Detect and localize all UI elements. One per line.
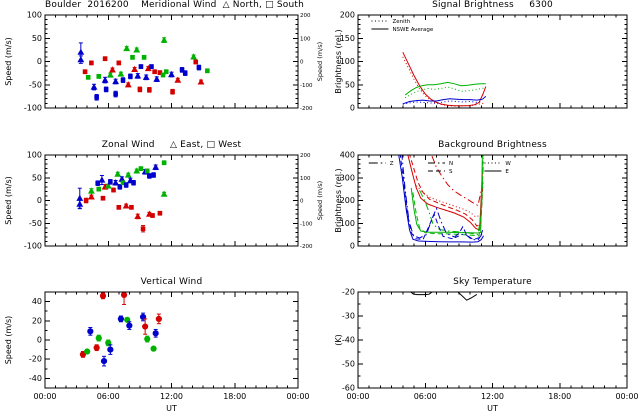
svg-text:Speed (m/s): Speed (m/s) [4,316,13,365]
svg-text:200: 200 [340,11,355,20]
svg-text:100: 100 [340,219,355,228]
svg-text:S: S [449,169,453,175]
svg-text:Speed (m/s): Speed (m/s) [4,37,13,86]
svg-text:00:00: 00:00 [615,392,638,401]
svg-text:00:00: 00:00 [33,392,56,401]
svg-text:Speed (m/s): Speed (m/s) [4,176,13,225]
svg-text:0: 0 [350,242,355,251]
panel-title-signal-brightness: Signal Brightness 6300 [432,0,553,10]
svg-text:0: 0 [300,199,304,205]
svg-text:(K): (K) [334,334,343,346]
svg-text:-100: -100 [300,83,313,89]
svg-text:12:00: 12:00 [481,392,504,401]
svg-text:-40: -40 [29,374,42,383]
svg-text:-100: -100 [24,104,42,113]
svg-text:100: 100 [340,57,355,66]
svg-text:-200: -200 [300,106,313,112]
svg-text:200: 200 [300,153,311,159]
svg-text:18:00: 18:00 [548,392,571,401]
svg-text:-60: -60 [342,384,355,393]
svg-text:E: E [505,169,509,175]
svg-text:200: 200 [300,13,311,19]
svg-text:NSWE Average: NSWE Average [392,27,433,33]
svg-text:50: 50 [32,34,42,43]
svg-text:UT: UT [166,404,177,413]
svg-text:-200: -200 [300,244,313,250]
svg-text:200: 200 [340,196,355,205]
svg-text:Zenith: Zenith [392,19,410,25]
svg-text:40: 40 [32,297,42,306]
svg-text:12:00: 12:00 [160,392,183,401]
svg-text:-50: -50 [342,360,355,369]
svg-text:100: 100 [27,151,42,160]
panel-title-zonal-wind: Zonal Wind △ East, □ West [101,140,242,150]
panel-title-vertical-wind: Vertical Wind [140,277,203,287]
panel-title-background-brightness: Background Brightness [438,140,547,150]
svg-text:50: 50 [32,173,42,182]
svg-text:400: 400 [340,151,355,160]
panel-title-meridional-wind: Boulder 2016200 Meridional Wind △ North,… [45,0,305,10]
svg-text:Brightness (rel.): Brightness (rel.) [334,168,343,232]
svg-text:00:00: 00:00 [346,392,369,401]
svg-text:W: W [505,161,511,167]
svg-text:Z: Z [390,161,394,167]
svg-text:100: 100 [300,36,311,42]
svg-text:0: 0 [300,60,304,66]
svg-text:-50: -50 [29,80,42,89]
svg-text:N: N [449,161,453,167]
svg-text:-100: -100 [24,242,42,251]
svg-text:06:00: 06:00 [414,392,437,401]
svg-text:20: 20 [32,316,42,325]
svg-text:100: 100 [300,176,311,182]
svg-text:100: 100 [27,11,42,20]
svg-text:-50: -50 [29,219,42,228]
svg-text:-30: -30 [342,312,355,321]
svg-text:300: 300 [340,173,355,182]
svg-text:0: 0 [37,336,42,345]
svg-text:50: 50 [345,80,355,89]
svg-text:0: 0 [350,104,355,113]
panel-title-sky-temperature: Sky Temperature [453,277,532,287]
svg-text:0: 0 [37,196,42,205]
svg-text:Brightness (rel.): Brightness (rel.) [334,29,343,93]
svg-text:18:00: 18:00 [223,392,246,401]
svg-text:Speed (m/s): Speed (m/s) [316,181,324,220]
svg-text:-20: -20 [342,288,355,297]
svg-text:Speed (m/s): Speed (m/s) [316,42,324,81]
svg-text:UT: UT [487,404,498,413]
svg-text:-20: -20 [29,355,42,364]
svg-text:-40: -40 [342,336,355,345]
svg-text:-100: -100 [300,221,313,227]
svg-text:150: 150 [340,34,355,43]
svg-text:06:00: 06:00 [97,392,120,401]
svg-text:0: 0 [37,57,42,66]
svg-text:00:00: 00:00 [286,392,309,401]
